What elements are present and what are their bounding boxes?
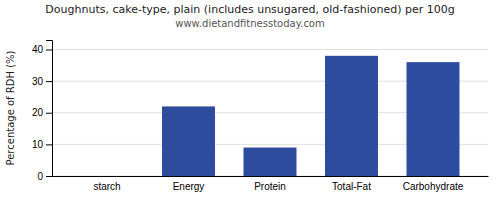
y-axis-title: Percentage of RDH (%) [5, 50, 16, 165]
tick-label: 10 [32, 139, 44, 150]
tick-label: Total-Fat [332, 181, 371, 192]
tick-label: Carbohydrate [403, 181, 464, 192]
tick-mark [46, 81, 52, 82]
x-tick: starch [93, 181, 120, 192]
tick-mark [46, 49, 52, 50]
y-tick: 40 [32, 44, 52, 55]
x-axis: starch Energy Protein Total-Fat Carbohydrate [53, 177, 489, 193]
bar [244, 148, 297, 176]
axis-line [46, 41, 53, 177]
chart: Doughnuts, cake-type, plain (includes un… [0, 0, 500, 200]
bar [407, 62, 460, 176]
chart-container: Doughnuts, cake-type, plain (includes un… [0, 0, 500, 200]
tick-label: 0 [37, 171, 43, 182]
subtitle: www.dietandfitnesstoday.com [175, 18, 324, 29]
x-tick: Protein [254, 181, 286, 192]
tick-label: starch [93, 181, 120, 192]
axis-line [53, 176, 489, 177]
y-tick: 30 [32, 76, 52, 87]
bar [162, 106, 215, 176]
x-tick: Total-Fat [332, 181, 371, 192]
bar [325, 56, 378, 176]
grid [52, 49, 488, 176]
y-tick: 10 [32, 139, 52, 150]
bars [162, 56, 459, 176]
title: Doughnuts, cake-type, plain (includes un… [45, 3, 454, 16]
tick-label: 30 [32, 76, 44, 87]
y-axis: 0 10 20 30 40 [32, 41, 53, 182]
tick-mark [46, 176, 52, 177]
y-tick: 0 [37, 171, 52, 182]
tick-mark [46, 144, 52, 145]
tick-label: Protein [254, 181, 286, 192]
x-tick: Carbohydrate [403, 181, 464, 192]
y-tick: 20 [32, 107, 52, 118]
grid-line [52, 49, 488, 50]
tick-label: 20 [32, 107, 44, 118]
tick-mark [46, 113, 52, 114]
tick-label: Energy [173, 181, 205, 192]
bar [81, 176, 134, 177]
x-tick: Energy [173, 181, 205, 192]
tick-label: 40 [32, 44, 44, 55]
